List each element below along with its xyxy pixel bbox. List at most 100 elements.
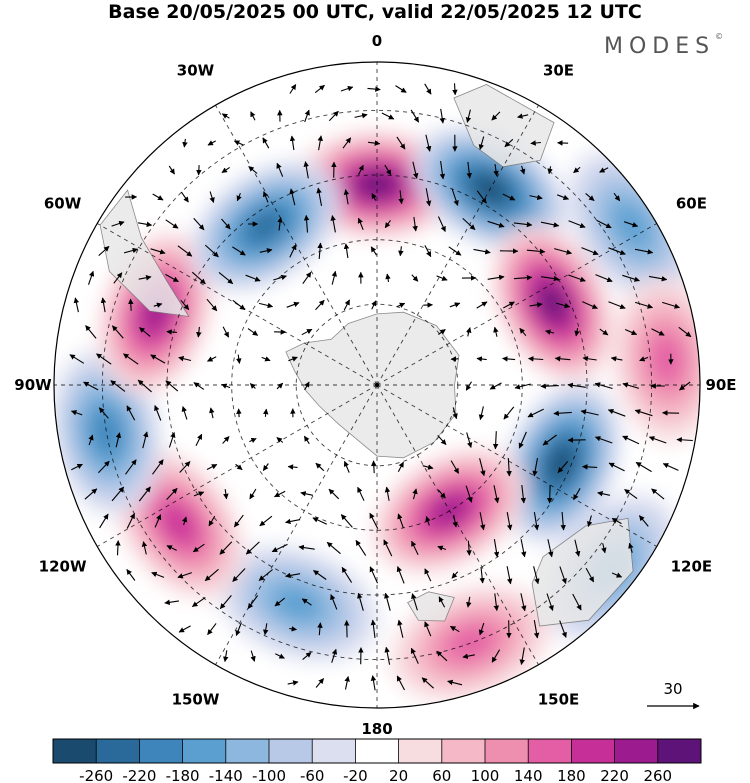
wind-arrow — [316, 187, 323, 207]
wind-arrow — [88, 434, 94, 446]
wind-arrow — [126, 569, 136, 581]
colorbar-tick-label: 220 — [600, 767, 629, 783]
wind-arrow — [540, 275, 560, 282]
map-boundary — [53, 61, 701, 709]
colorbar-swatch — [139, 739, 183, 763]
wind-arrow — [398, 246, 404, 257]
colorbar-swatch — [355, 739, 399, 763]
wind-arrow — [289, 84, 297, 94]
wind-arrow — [493, 326, 499, 337]
wind-arrow — [258, 569, 273, 581]
wind-arrow — [232, 299, 246, 311]
wind-arrow — [628, 542, 634, 553]
wind-arrow — [259, 515, 273, 527]
wind-arrow — [560, 511, 566, 531]
colorbar-swatch — [225, 739, 270, 763]
wind-arrow — [166, 329, 177, 335]
wind-arrow — [98, 407, 109, 419]
wind-arrow — [73, 297, 80, 313]
wind-arrow — [493, 593, 500, 612]
wind-arrow — [585, 567, 595, 583]
wind-arrow — [466, 596, 472, 608]
wind-arrow — [529, 302, 543, 308]
wind-arrow — [369, 512, 379, 530]
wind-arrow — [396, 136, 406, 150]
wind-arrow — [315, 299, 325, 311]
wind-arrow — [289, 626, 298, 632]
wind-arrow — [123, 247, 139, 254]
wind-arrow — [601, 543, 607, 554]
wind-arrow — [110, 380, 126, 392]
wind-arrow — [195, 433, 203, 446]
wind-arrow — [608, 247, 626, 256]
wind-arrow — [180, 191, 189, 203]
wind-arrow — [276, 437, 284, 443]
wind-arrow — [533, 566, 540, 585]
wind-arrow — [421, 677, 434, 689]
wind-arrow — [424, 568, 432, 582]
colorbar-tick-label: 260 — [643, 767, 672, 783]
wind-arrow — [513, 221, 533, 228]
wind-arrow — [662, 463, 679, 471]
wind-arrow — [493, 164, 499, 177]
colorbar-tick-label: -20 — [343, 767, 368, 783]
wind-arrow — [599, 328, 609, 336]
wind-arrow — [150, 354, 166, 364]
wind-arrow — [425, 188, 432, 207]
wind-arrow — [97, 460, 110, 474]
wind-arrow — [424, 245, 432, 258]
wind-arrow — [476, 356, 487, 362]
plot-title: Base 20/05/2025 00 UTC, valid 22/05/2025… — [108, 1, 642, 23]
colorbar-swatch — [528, 739, 572, 763]
colorbar-swatch — [269, 739, 313, 763]
wind-arrow — [462, 217, 476, 231]
wind-arrow — [232, 246, 246, 256]
wind-arrow — [532, 457, 539, 477]
wind-arrow — [411, 593, 418, 611]
wind-arrow — [235, 463, 243, 471]
wind-arrow — [191, 596, 206, 608]
wind-arrow — [608, 462, 625, 472]
wind-arrow — [623, 221, 639, 228]
wind-arrow — [466, 327, 472, 337]
wind-arrow — [70, 410, 83, 416]
wind-arrow — [262, 463, 269, 471]
wind-arrow — [328, 488, 340, 500]
wind-arrow — [326, 541, 341, 555]
wind-arrow — [449, 625, 460, 633]
wind-arrow — [572, 593, 582, 611]
wind-arrow — [358, 164, 364, 176]
wind-arrow — [438, 596, 446, 608]
wind-arrow — [303, 161, 309, 179]
wind-arrow — [586, 515, 593, 528]
wind-arrow — [635, 461, 652, 473]
wind-arrow — [520, 539, 527, 558]
wind-arrow — [648, 275, 668, 282]
wind-arrow — [608, 301, 626, 310]
wind-arrow — [193, 491, 205, 497]
wind-arrow — [513, 274, 533, 281]
wind-arrow — [424, 621, 432, 637]
wind-arrow — [312, 517, 328, 525]
wind-arrow — [181, 405, 188, 420]
wind-arrow — [487, 220, 505, 228]
wind-arrow — [249, 437, 257, 443]
wind-arrow — [71, 463, 83, 471]
wind-arrow — [397, 461, 404, 473]
wind-arrow — [395, 85, 407, 93]
wind-arrow — [369, 566, 379, 584]
wind-arrow — [396, 302, 406, 308]
colorbar-swatch — [571, 739, 615, 763]
wind-arrow — [343, 460, 350, 473]
wind-arrow — [343, 299, 350, 311]
wind-arrow — [87, 270, 95, 285]
australia-shape — [531, 517, 634, 627]
wind-arrow — [635, 301, 654, 309]
wind-arrow — [286, 301, 300, 308]
wind-arrow — [357, 217, 364, 231]
wind-arrow — [85, 325, 97, 339]
wind-arrow — [451, 188, 459, 207]
wind-arrow — [574, 327, 580, 337]
wind-arrow — [261, 356, 271, 362]
